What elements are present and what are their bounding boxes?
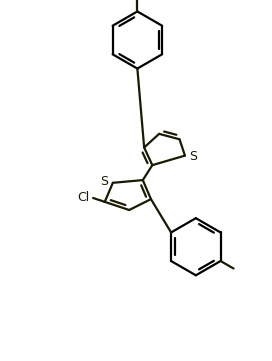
Text: Cl: Cl xyxy=(78,191,90,204)
Text: S: S xyxy=(189,151,197,164)
Text: S: S xyxy=(100,175,108,188)
